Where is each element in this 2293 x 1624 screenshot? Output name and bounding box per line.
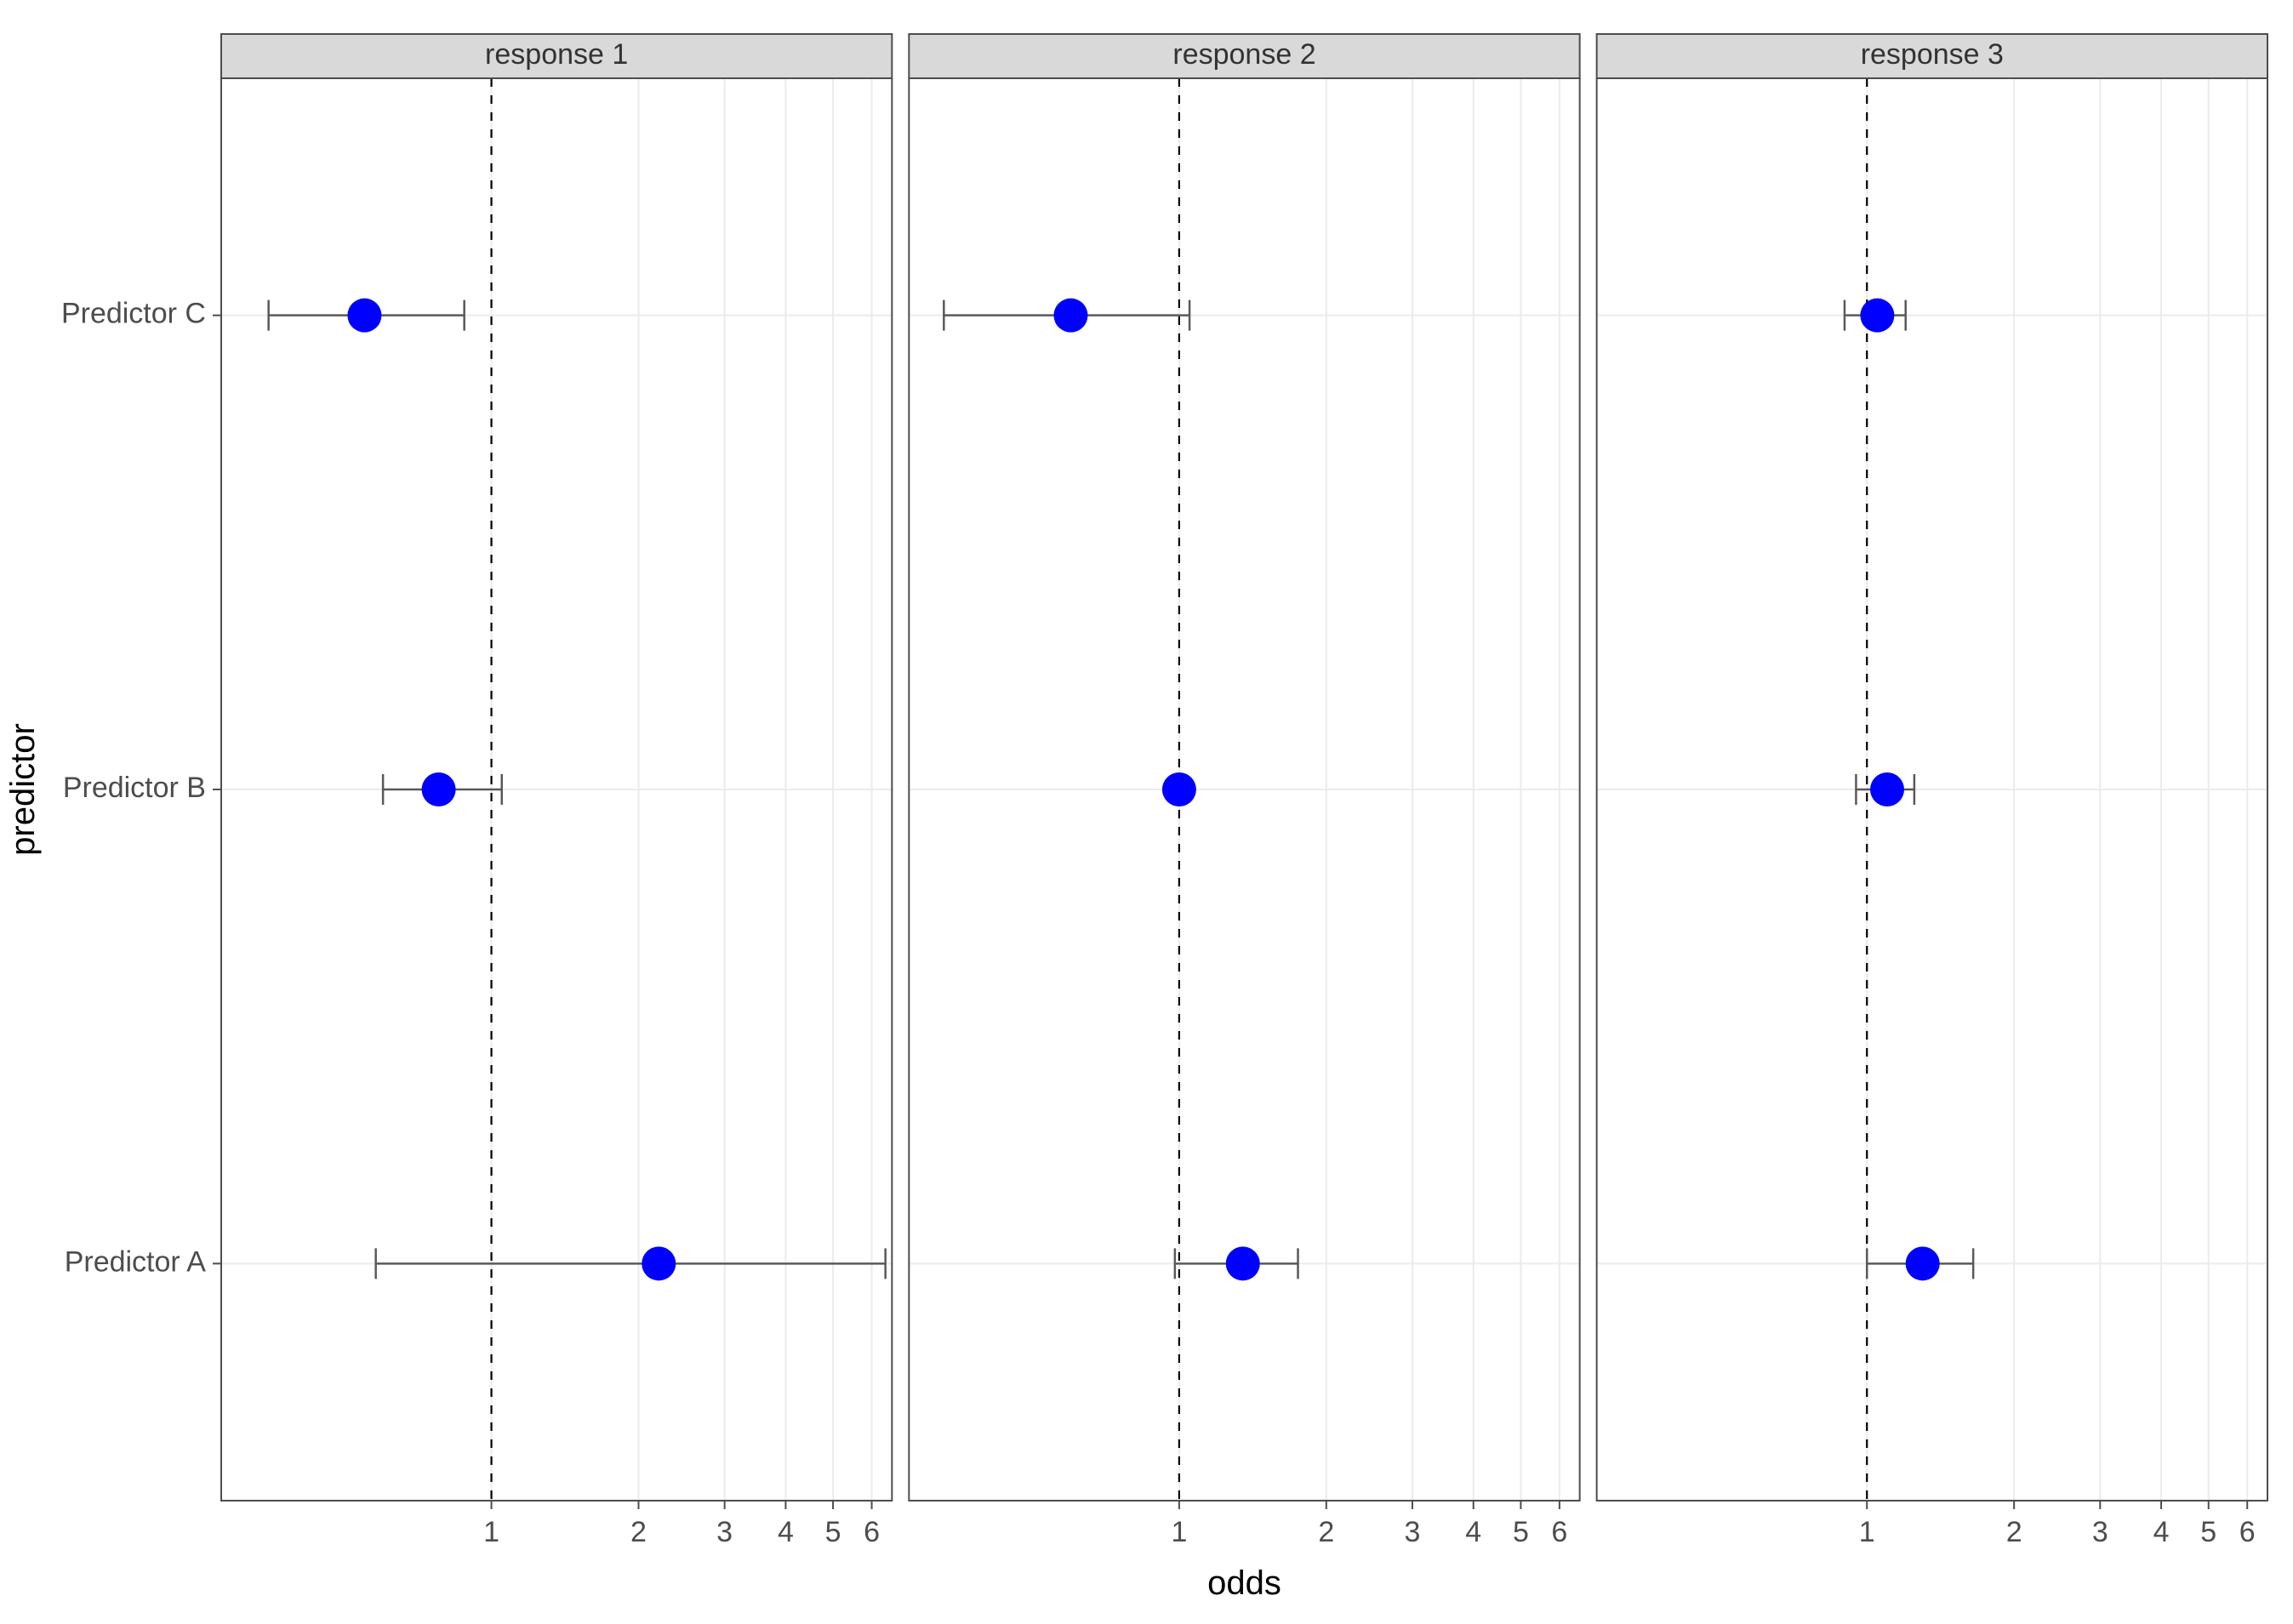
x-axis-title: odds xyxy=(1207,1564,1281,1602)
x-tick-label: 4 xyxy=(2153,1516,2170,1548)
facet-strip-label: response 2 xyxy=(1172,38,1315,71)
x-tick-label: 3 xyxy=(2092,1516,2108,1548)
x-tick-label: 2 xyxy=(2006,1516,2022,1548)
y-tick-label: Predictor A xyxy=(65,1245,207,1278)
x-tick-label: 6 xyxy=(1551,1516,1567,1548)
facet-strip-label: response 3 xyxy=(1861,38,2004,71)
x-tick-label: 4 xyxy=(1465,1516,1481,1548)
y-tick-label: Predictor B xyxy=(63,772,206,804)
facet-strip-label: response 1 xyxy=(485,38,628,71)
x-tick-label: 3 xyxy=(716,1516,733,1548)
x-tick-label: 2 xyxy=(1318,1516,1334,1548)
x-tick-label: 4 xyxy=(778,1516,794,1548)
x-tick-label: 6 xyxy=(864,1516,880,1548)
point-estimate xyxy=(347,299,381,333)
chart-svg: predictor Predictor A Predictor B Predictor… xyxy=(0,0,2293,1620)
x-tick-label: 5 xyxy=(2200,1516,2216,1548)
x-tick-label: 1 xyxy=(483,1516,499,1548)
x-tick-label: 1 xyxy=(1859,1516,1875,1548)
y-axis-title: predictor xyxy=(4,723,42,856)
point-estimate xyxy=(1870,772,1904,806)
y-tick-label: Predictor C xyxy=(61,298,206,330)
point-estimate xyxy=(1860,299,1894,333)
point-estimate xyxy=(642,1246,676,1280)
point-estimate xyxy=(422,772,456,806)
point-estimate xyxy=(1162,772,1196,806)
point-estimate xyxy=(1226,1246,1260,1280)
x-tick-label: 3 xyxy=(1405,1516,1421,1548)
x-tick-label: 6 xyxy=(2239,1516,2256,1548)
point-estimate xyxy=(1053,299,1087,333)
x-tick-label: 2 xyxy=(630,1516,647,1548)
x-tick-label: 1 xyxy=(1171,1516,1187,1548)
x-tick-label: 5 xyxy=(1513,1516,1529,1548)
x-tick-label: 5 xyxy=(825,1516,841,1548)
forest-plot: predictor Predictor A Predictor B Predictor… xyxy=(0,0,2293,1620)
point-estimate xyxy=(1906,1246,1940,1280)
